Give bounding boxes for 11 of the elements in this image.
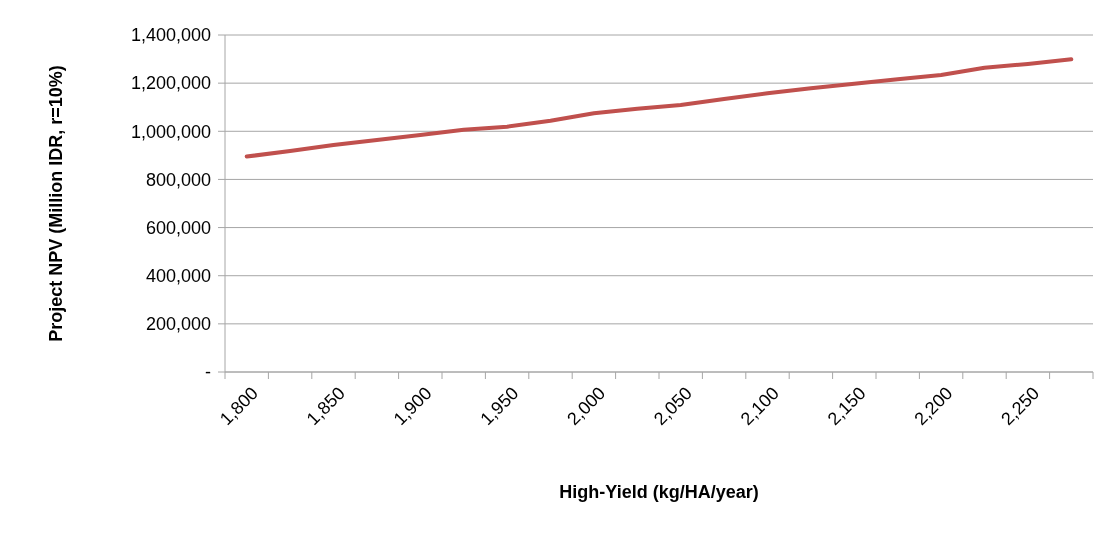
y-tick-label: 400,000 <box>145 266 211 287</box>
y-tick-label: 1,400,000 <box>130 25 211 46</box>
x-axis-title: High-Yield (kg/HA/year) <box>559 482 759 502</box>
y-tick-label: 600,000 <box>145 217 211 238</box>
y-tick-label: - <box>205 362 211 383</box>
y-tick-label: 1,000,000 <box>130 121 211 142</box>
line-series <box>244 57 1074 159</box>
y-tick-label: 800,000 <box>145 169 211 190</box>
y-axis-title: Project NPV (Million IDR, r=10%) <box>46 65 66 342</box>
y-tick-label: 1,200,000 <box>130 73 211 94</box>
y-tick-label: 200,000 <box>145 314 211 335</box>
